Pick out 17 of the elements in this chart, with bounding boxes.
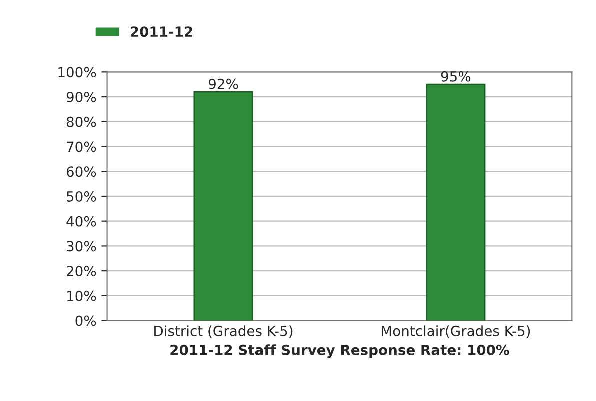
y-tick-label: 20% [67,266,96,277]
y-tick-label: 10% [68,290,96,302]
y-tick-label: 40% [66,216,96,227]
y-tick-label: 60% [66,166,96,178]
y-tick-label: 30% [67,241,96,252]
data-label: 92% [208,78,238,90]
y-tick-label: 0% [76,316,96,326]
x-axis-title: 2011-12 Staff Survey Response Rate: 100% [170,344,510,358]
y-tick-label: 100% [58,67,96,78]
legend-label: 2011-12 [130,26,192,38]
y-tick-label: 90% [66,92,96,103]
x-tick-label: District (Grades K-5) [154,326,293,338]
y-tick-label: 50% [67,191,96,202]
y-tick-label: 80% [66,116,96,128]
x-tick-label: Montclair(Grades K-5) [382,326,530,338]
y-tick-label: 70% [67,142,96,152]
data-label: 95% [441,71,471,82]
